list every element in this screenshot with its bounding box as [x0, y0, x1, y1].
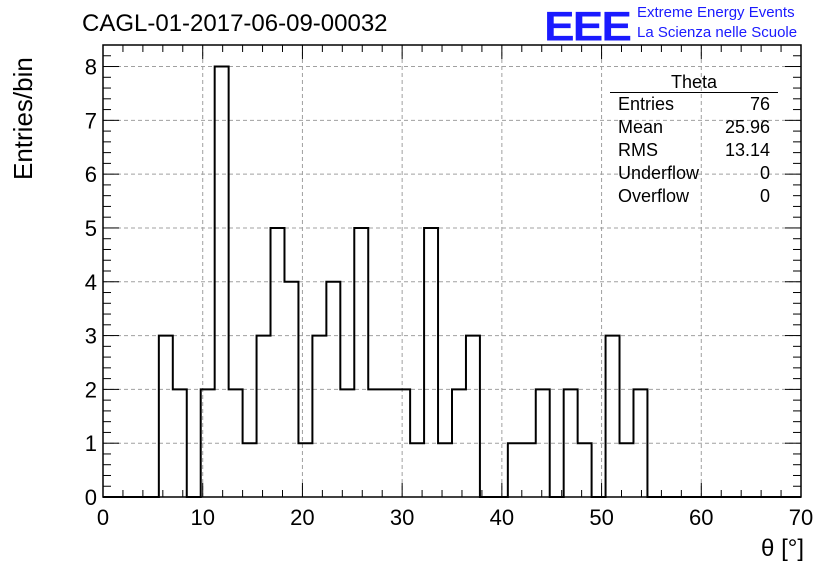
- y-tick-label: 2: [85, 377, 97, 402]
- eee-logo: EEE: [544, 2, 632, 50]
- x-tick-label: 50: [589, 505, 613, 530]
- histogram-bin: [354, 228, 368, 497]
- stats-value: 76: [749, 94, 770, 114]
- x-tick-label: 10: [190, 505, 214, 530]
- stats-label: Overflow: [618, 186, 690, 206]
- histogram-bin: [606, 336, 620, 497]
- histogram-bin: [578, 443, 592, 497]
- histogram-bin: [368, 389, 382, 497]
- histogram-bin: [382, 389, 396, 497]
- stats-box: Theta Entries 76 Mean 25.96 RMS 13.14 Un…: [610, 72, 778, 208]
- x-tick-label: 40: [490, 505, 514, 530]
- histogram-bin: [173, 389, 187, 497]
- x-tick-label: 70: [789, 505, 813, 530]
- stats-value: 13.14: [724, 140, 770, 160]
- stats-value: 0: [759, 186, 770, 206]
- stats-label: Mean: [618, 117, 664, 137]
- y-tick-label: 0: [85, 485, 97, 510]
- histogram-bin: [620, 443, 634, 497]
- x-tick-label: 20: [290, 505, 314, 530]
- histogram-bin: [466, 336, 480, 497]
- stats-row: Underflow 0: [610, 162, 778, 185]
- histogram-bin: [564, 389, 578, 497]
- histogram-bin: [508, 443, 522, 497]
- stats-row: Overflow 0: [610, 185, 778, 208]
- logo-caption-line2: La Scienza nelle Scuole: [637, 24, 798, 41]
- stats-value: 25.96: [724, 117, 770, 137]
- histogram-bin: [284, 282, 298, 497]
- histogram-bin: [298, 443, 312, 497]
- stats-row: RMS 13.14: [610, 139, 778, 162]
- stats-row: Mean 25.96: [610, 116, 778, 139]
- histogram-bin: [312, 336, 326, 497]
- histogram-bin: [438, 443, 452, 497]
- y-tick-label: 5: [85, 216, 97, 241]
- y-tick-label: 7: [85, 108, 97, 133]
- histogram-bin: [201, 389, 215, 497]
- y-tick-label: 8: [85, 55, 97, 80]
- logo-caption-line1: Extreme Energy Events: [637, 4, 795, 21]
- x-tick-label: 0: [97, 505, 109, 530]
- y-tick-label: 6: [85, 162, 97, 187]
- histogram-bin: [326, 282, 340, 497]
- chart-title: CAGL-01-2017-06-09-00032: [82, 10, 388, 37]
- histogram-bin: [452, 389, 466, 497]
- x-tick-label: 60: [689, 505, 713, 530]
- stats-label: Entries: [618, 94, 675, 114]
- y-axis-label: Entries/bin: [8, 57, 38, 180]
- histogram-bin: [396, 389, 410, 497]
- histogram-bin: [633, 389, 647, 497]
- histogram-bin: [536, 389, 550, 497]
- x-tick-label: 30: [390, 505, 414, 530]
- histogram-bin: [522, 443, 536, 497]
- histogram-bin: [424, 228, 438, 497]
- stats-label: Underflow: [618, 163, 700, 183]
- stats-value: 0: [759, 163, 770, 183]
- y-tick-label: 3: [85, 324, 97, 349]
- histogram-bin: [159, 336, 173, 497]
- stats-title: Theta: [610, 72, 778, 93]
- histogram-bin: [340, 389, 354, 497]
- histogram-bin: [229, 389, 243, 497]
- stats-label: RMS: [618, 140, 658, 160]
- histogram-bin: [243, 443, 257, 497]
- histogram-outline: [103, 65, 801, 498]
- y-tick-label: 1: [85, 431, 97, 456]
- y-tick-label: 4: [85, 270, 97, 295]
- x-axis-label: θ [°]: [761, 535, 804, 562]
- histogram-bin: [410, 443, 424, 497]
- histogram-bin: [271, 228, 285, 497]
- histogram-bin: [215, 67, 229, 497]
- histogram-bin: [257, 336, 271, 497]
- stats-row: Entries 76: [610, 93, 778, 116]
